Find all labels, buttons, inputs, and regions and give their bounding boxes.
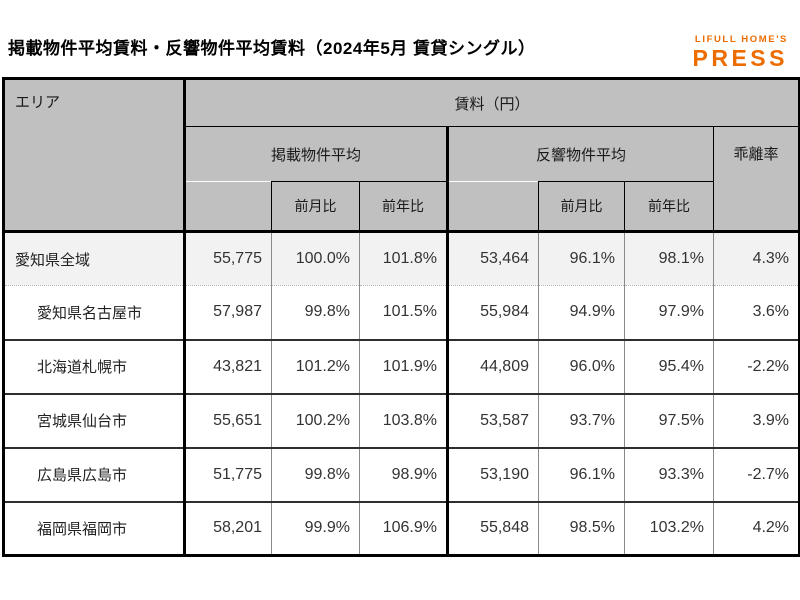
- deviation-cell: 3.9%: [712, 392, 800, 449]
- listed-mom-cell: 99.8%: [271, 446, 360, 503]
- listed-yoy-cell: 101.5%: [359, 285, 448, 341]
- listed-yoy-cell: 101.9%: [359, 338, 448, 395]
- listed-avg-cell: 55,651: [183, 392, 272, 449]
- response-avg-cell: 53,587: [446, 392, 539, 449]
- listed-yoy-cell: 101.8%: [359, 230, 448, 286]
- listed-avg-cell: 55,775: [183, 230, 272, 286]
- response-avg-cell: 53,190: [446, 446, 539, 503]
- table-row-sapporo: 北海道札幌市 43,821 101.2% 101.9% 44,809 96.0%…: [3, 338, 800, 395]
- table-row-aichi-zeniki: 愛知県全域 55,775 100.0% 101.8% 53,464 96.1% …: [3, 230, 800, 286]
- listed-yoy-cell: 98.9%: [359, 446, 448, 503]
- header-area: エリア: [3, 78, 185, 232]
- listed-mom-cell: 100.0%: [271, 230, 360, 286]
- header-listed-mom: 前月比: [271, 181, 360, 232]
- deviation-cell: 4.3%: [712, 230, 800, 286]
- response-yoy-cell: 93.3%: [624, 446, 714, 503]
- lifull-homes-press-logo: LIFULL HOME'S PRESS: [693, 35, 788, 70]
- table-row-nagoya: 愛知県名古屋市 57,987 99.8% 101.5% 55,984 94.9%…: [3, 285, 800, 341]
- header-rent-yen: 賃料（円）: [182, 78, 800, 127]
- table-row-fukuoka: 福岡県福岡市 58,201 99.9% 106.9% 55,848 98.5% …: [3, 500, 800, 557]
- response-mom-cell: 96.1%: [538, 446, 625, 503]
- deviation-cell: 4.2%: [712, 500, 800, 557]
- header-response-group: 反響物件平均: [446, 126, 714, 182]
- top-bar: 掲載物件平均賃料・反響物件平均賃料（2024年5月 賃貸シングル） LIFULL…: [0, 0, 800, 77]
- response-mom-cell: 96.1%: [538, 230, 625, 286]
- area-cell: 広島県広島市: [3, 446, 185, 503]
- listed-mom-cell: 101.2%: [271, 338, 360, 395]
- header-listed-value-spacer: [183, 181, 272, 232]
- response-yoy-cell: 95.4%: [624, 338, 714, 395]
- area-cell: 宮城県仙台市: [3, 392, 185, 449]
- table-header: エリア 賃料（円） 掲載物件平均 反響物件平均 乖離率 前月比 前年比 前月比 …: [3, 78, 800, 232]
- header-response-yoy: 前年比: [624, 181, 714, 232]
- response-avg-cell: 55,984: [446, 285, 539, 341]
- listed-yoy-cell: 106.9%: [359, 500, 448, 557]
- area-cell: 愛知県名古屋市: [3, 285, 185, 341]
- response-yoy-cell: 97.9%: [624, 285, 714, 341]
- listed-avg-cell: 51,775: [183, 446, 272, 503]
- logo-lifull-homes-text: LIFULL HOME'S: [694, 34, 788, 45]
- listed-mom-cell: 99.9%: [271, 500, 360, 557]
- listed-mom-cell: 99.8%: [271, 285, 360, 341]
- listed-avg-cell: 57,987: [183, 285, 272, 341]
- table-body: 愛知県全域 55,775 100.0% 101.8% 53,464 96.1% …: [3, 230, 800, 557]
- header-listed-yoy: 前年比: [359, 181, 448, 232]
- rent-comparison-table: エリア 賃料（円） 掲載物件平均 反響物件平均 乖離率 前月比 前年比 前月比 …: [2, 77, 800, 557]
- response-mom-cell: 96.0%: [538, 338, 625, 395]
- deviation-cell: -2.7%: [712, 446, 800, 503]
- response-mom-cell: 98.5%: [538, 500, 625, 557]
- listed-mom-cell: 100.2%: [271, 392, 360, 449]
- listed-yoy-cell: 103.8%: [359, 392, 448, 449]
- table-row-sendai: 宮城県仙台市 55,651 100.2% 103.8% 53,587 93.7%…: [3, 392, 800, 449]
- header-response-value-spacer: [446, 181, 539, 232]
- listed-avg-cell: 43,821: [183, 338, 272, 395]
- header-deviation-rate: 乖離率: [712, 126, 800, 232]
- logo-press-text: PRESS: [692, 44, 788, 71]
- table-row-hiroshima: 広島県広島市 51,775 99.8% 98.9% 53,190 96.1% 9…: [3, 446, 800, 503]
- area-cell: 愛知県全域: [3, 230, 185, 286]
- listed-avg-cell: 58,201: [183, 500, 272, 557]
- deviation-cell: 3.6%: [712, 285, 800, 341]
- response-mom-cell: 94.9%: [538, 285, 625, 341]
- page-title: 掲載物件平均賃料・反響物件平均賃料（2024年5月 賃貸シングル）: [8, 39, 536, 58]
- response-avg-cell: 55,848: [446, 500, 539, 557]
- response-avg-cell: 53,464: [446, 230, 539, 286]
- area-cell: 福岡県福岡市: [3, 500, 185, 557]
- response-mom-cell: 93.7%: [538, 392, 625, 449]
- response-yoy-cell: 98.1%: [624, 230, 714, 286]
- header-listed-group: 掲載物件平均: [183, 126, 448, 182]
- area-cell: 北海道札幌市: [3, 338, 185, 395]
- response-avg-cell: 44,809: [446, 338, 539, 395]
- header-response-mom: 前月比: [538, 181, 625, 232]
- deviation-cell: -2.2%: [712, 338, 800, 395]
- response-yoy-cell: 97.5%: [624, 392, 714, 449]
- response-yoy-cell: 103.2%: [624, 500, 714, 557]
